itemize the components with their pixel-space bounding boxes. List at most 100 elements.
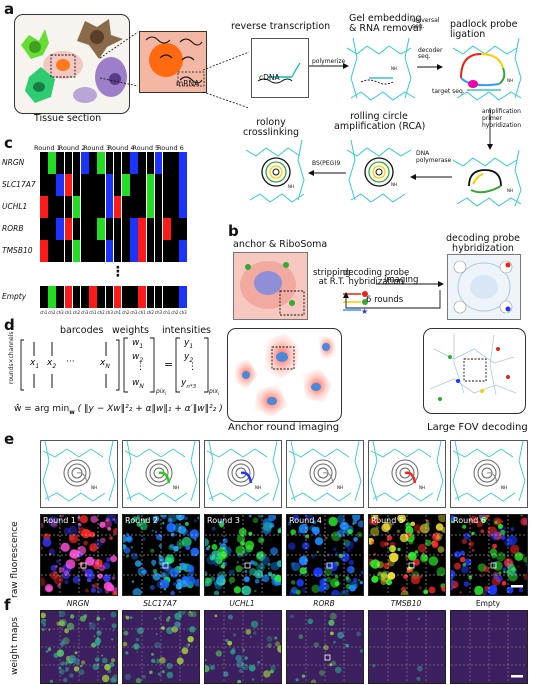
- codebook-cell: [163, 196, 171, 218]
- codebook-cell: [138, 174, 147, 196]
- codebook-gene-label: SLC17A7: [2, 180, 36, 189]
- weight-maps-label: weight maps: [10, 617, 20, 675]
- codebook-cell: [130, 196, 138, 218]
- tissue-section-box: [14, 14, 130, 114]
- padlock-probe-label: padlock probe ligation: [450, 19, 518, 40]
- codebook-cell: [138, 196, 147, 218]
- codebook-cell: [171, 152, 179, 174]
- probe-schematic: NH: [206, 440, 280, 502]
- weights-pix: pixi: [156, 388, 167, 398]
- codebook-cell: [105, 196, 114, 218]
- codebook-grid: Round 1 Round 2 Round 3 Round 4 Round 5 Round…: [2, 144, 222, 324]
- codebook-cell: [154, 196, 163, 218]
- codebook-cell: [146, 240, 155, 262]
- codebook-round-label: Round 5: [132, 144, 160, 152]
- padlock-box: NH: [452, 37, 527, 106]
- weight-map-tile: [40, 610, 118, 684]
- codebook-cell: [64, 196, 73, 218]
- codebook-cell: [81, 152, 89, 174]
- matrix-equation: [20, 337, 209, 393]
- codebook-gene-label: UCHL1: [2, 202, 28, 211]
- weight-map-image: [369, 611, 445, 683]
- probe-schematic-box: NH: [450, 440, 528, 508]
- svg-text:NH: NH: [419, 485, 425, 490]
- codebook-cell: [113, 196, 122, 218]
- codebook-gene-label: Empty: [2, 292, 27, 301]
- raw-fluorescence-image: [205, 515, 281, 595]
- codebook-cell: [105, 240, 114, 262]
- codebook-gene-label: TMSB10: [2, 246, 33, 255]
- anchor-round-caption: Anchor round imaging: [228, 422, 340, 433]
- codebook-cell: [56, 152, 65, 174]
- codebook-round-label: Round 1: [34, 144, 61, 152]
- codebook-cell: [89, 196, 97, 218]
- arrow-polymerize: [309, 63, 349, 69]
- codebook-cell: [89, 240, 97, 262]
- codebook-channel-label: ch2: [72, 310, 81, 315]
- svg-text:NH: NH: [288, 184, 294, 189]
- codebook-cell: [130, 174, 138, 196]
- svg-text:NH: NH: [91, 485, 97, 490]
- probe-schematic: NH: [452, 440, 526, 502]
- anchor-ribosoma-title: anchor & RiboSoma: [233, 239, 328, 250]
- raw-fluorescence-row: Round 1 Round 2 Round 3 Round 4 Round 5 Round…: [40, 514, 530, 596]
- codebook-cell: [146, 174, 155, 196]
- codebook-cell: [163, 152, 171, 174]
- codebook-channel-label: ch3: [154, 310, 163, 315]
- panel-label-e: e: [4, 430, 15, 448]
- weight-map-gene-label: SLC17A7: [143, 599, 177, 608]
- anchor-round-image: [227, 328, 342, 422]
- codebook-cell: [146, 218, 155, 240]
- raw-round-label: Round 6: [453, 516, 486, 525]
- codebook-cell: [154, 174, 163, 196]
- svg-text:NH: NH: [255, 485, 261, 490]
- anchor-cell-box: [233, 252, 308, 320]
- cdna-box: [251, 38, 309, 98]
- amp-primer-label: amplification primer hybridization: [482, 108, 522, 129]
- codebook-cell: [81, 174, 89, 196]
- weight-w2: w2: [132, 352, 144, 364]
- arrow-bs-peg: [308, 170, 346, 176]
- intensity-y1: y1: [184, 338, 194, 350]
- codebook-round-label: Round 4: [107, 144, 135, 152]
- intensities-pix: pixi: [209, 388, 220, 398]
- weight-map-tile: [204, 610, 282, 684]
- codebook-channel-label: ch1: [138, 310, 146, 315]
- barcode-xn: xN: [100, 358, 110, 370]
- codebook-cell: [122, 152, 130, 174]
- svg-text:NH: NH: [337, 485, 343, 490]
- codebook-cell: [138, 240, 147, 262]
- codebook-cell: [146, 152, 155, 174]
- weight-map-image: [451, 611, 527, 683]
- raw-round-label: Round 4: [289, 516, 322, 525]
- codebook-cell: [113, 286, 122, 308]
- barcode-x2: x2: [47, 358, 57, 370]
- large-fov-image: [423, 328, 526, 414]
- equals-sign: =: [164, 358, 174, 371]
- codebook-cell: [64, 286, 73, 308]
- codebook-channel-label: ch2: [97, 310, 105, 315]
- codebook-cell: [163, 240, 171, 262]
- codebook-cell: [154, 240, 163, 262]
- raw-fluorescence-image: [369, 515, 445, 595]
- probe-schematic-box: NH: [368, 440, 446, 508]
- codebook-cell: [72, 240, 81, 262]
- codebook-cell: [40, 196, 48, 218]
- codebook-cell: [113, 218, 122, 240]
- codebook-cell: [48, 286, 56, 308]
- svg-text:NH: NH: [507, 188, 513, 193]
- codebook-cell: [146, 286, 155, 308]
- codebook-cell: [163, 174, 171, 196]
- codebook-cell: [105, 218, 114, 240]
- codebook-cell: [130, 286, 138, 308]
- codebook-channel-label: ch1: [64, 310, 72, 315]
- raw-tile: Round 5: [368, 514, 446, 596]
- arrow-dna-polymerase: [410, 174, 452, 180]
- raw-fluorescence-image: [123, 515, 199, 595]
- codebook-cell: [97, 152, 106, 174]
- codebook-cell: [40, 174, 48, 196]
- codebook-cell: [138, 218, 147, 240]
- cycle-arrows: [343, 281, 444, 309]
- codebook-channel-label: ch1: [40, 310, 48, 315]
- bs-peg-label: BS(PEG)9: [312, 160, 341, 167]
